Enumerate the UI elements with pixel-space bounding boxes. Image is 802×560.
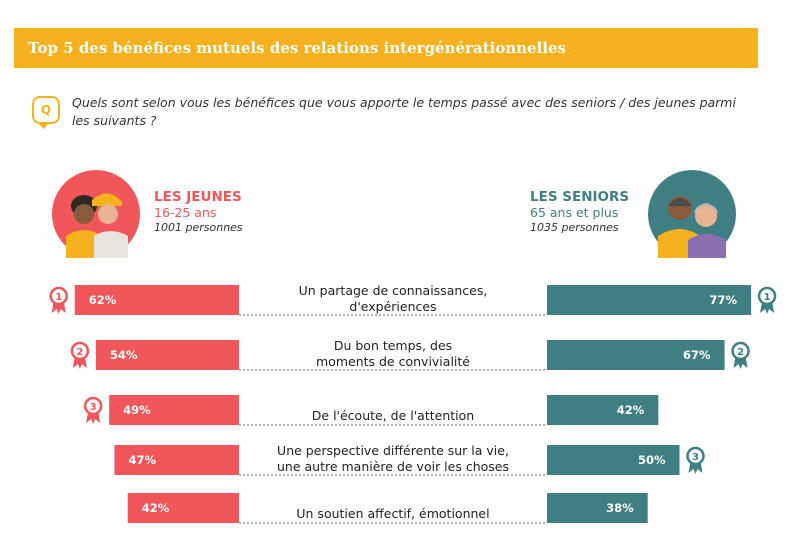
- seniors-rank-ribbon-icon: 3: [686, 446, 705, 474]
- svg-text:2: 2: [76, 347, 83, 358]
- seniors-label: LES SENIORS 65 ans et plus 1035 personne…: [530, 190, 629, 235]
- svg-text:1: 1: [55, 292, 62, 303]
- svg-text:3: 3: [692, 452, 699, 463]
- seniors-value-label: 67%: [683, 348, 711, 362]
- young-people-illustration-icon: [66, 193, 128, 258]
- seniors-illustration-icon: [658, 196, 726, 258]
- jeunes-bar: [109, 395, 240, 425]
- seniors-value-label: 77%: [710, 293, 738, 307]
- seniors-value-label: 38%: [606, 501, 634, 515]
- svg-text:2: 2: [737, 347, 744, 358]
- seniors-avatar: [648, 170, 736, 258]
- seniors-count: 1035 personnes: [530, 221, 619, 234]
- category-label: Un soutien affectif, émotionnel: [296, 506, 489, 521]
- category-label: De l'écoute, de l'attention: [312, 408, 474, 423]
- category-label: une autre manière de voir les choses: [277, 459, 509, 474]
- category-label: Un partage de connaissances,: [299, 283, 488, 298]
- jeunes-label: LES JEUNES 16-25 ans 1001 personnes: [154, 190, 243, 235]
- category-label: d'expériences: [349, 299, 436, 314]
- seniors-bar: [547, 340, 725, 370]
- jeunes-value-label: 49%: [123, 403, 151, 417]
- seniors-value-label: 50%: [638, 453, 666, 467]
- seniors-rank-ribbon-icon: 2: [731, 341, 750, 369]
- seniors-bar: [547, 493, 648, 523]
- category-label: Une perspective différente sur la vie,: [277, 443, 509, 458]
- category-label: Du bon temps, des: [334, 338, 452, 353]
- seniors-bar: [547, 445, 680, 475]
- svg-text:1: 1: [764, 292, 771, 303]
- seniors-name: LES SENIORS: [530, 189, 630, 205]
- seniors-bar: [547, 285, 752, 315]
- jeunes-value-label: 62%: [89, 293, 117, 307]
- jeunes-count: 1001 personnes: [154, 221, 243, 234]
- svg-text:3: 3: [90, 402, 97, 413]
- seniors-value-label: 42%: [617, 403, 645, 417]
- seniors-bar: [547, 395, 659, 425]
- jeunes-age: 16-25 ans: [154, 205, 217, 220]
- jeunes-rank-ribbon-icon: 2: [70, 341, 90, 369]
- jeunes-bar: [95, 340, 240, 370]
- speech-bubble-q-icon: Q: [32, 96, 60, 129]
- seniors-rank-ribbon-icon: 1: [757, 286, 777, 314]
- jeunes-bar: [127, 493, 239, 523]
- jeunes-value-label: 47%: [128, 453, 156, 467]
- seniors-age: 65 ans et plus: [530, 205, 619, 220]
- category-label: moments de convivialité: [316, 354, 470, 369]
- jeunes-bar: [74, 285, 239, 315]
- title-banner: Top 5 des bénéfices mutuels des relation…: [14, 28, 758, 68]
- jeunes-name: LES JEUNES: [154, 189, 242, 205]
- jeunes-rank-ribbon-icon: 3: [83, 396, 103, 424]
- chart-title: Top 5 des bénéfices mutuels des relation…: [28, 39, 566, 57]
- jeunes-value-label: 54%: [110, 348, 138, 362]
- jeunes-rank-ribbon-icon: 1: [49, 286, 68, 314]
- question-text: Quels sont selon vous les bénéfices que …: [72, 95, 736, 128]
- jeunes-value-label: 42%: [142, 501, 170, 515]
- jeunes-avatar: [52, 170, 140, 258]
- jeunes-bar: [114, 445, 239, 475]
